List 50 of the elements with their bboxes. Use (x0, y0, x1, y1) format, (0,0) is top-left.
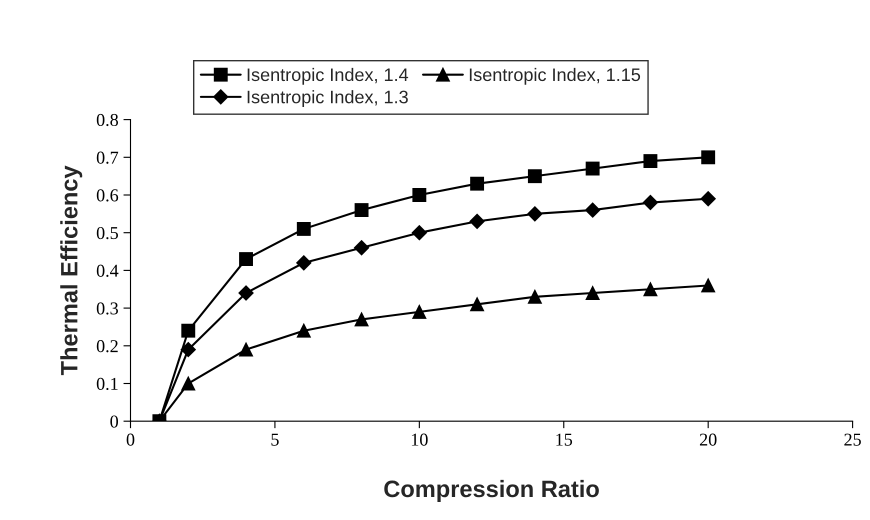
point (470, 297, 484, 312)
y-tick-label: 0.5 (96, 226, 118, 240)
y-tick-label: 0.7 (96, 152, 118, 164)
point (528, 290, 542, 304)
legend-label: Isentropic Index, 1.4 (248, 68, 408, 85)
point (239, 342, 253, 357)
legend-label: Isentropic Index, 1.15 (470, 68, 640, 85)
point (412, 188, 426, 202)
point (642, 194, 658, 210)
y-tick-label: 0 (110, 415, 118, 428)
point (181, 376, 196, 390)
point (528, 169, 542, 184)
x-tick-label: 5 (271, 434, 279, 446)
x-axis-title: Compression Ratio (384, 480, 599, 502)
point (354, 240, 370, 256)
point (700, 191, 716, 206)
point (701, 150, 716, 164)
point (701, 278, 716, 292)
point (412, 304, 426, 319)
y-tick-label: 0.8 (96, 114, 118, 126)
point (296, 324, 311, 338)
y-axis-title: Thermal Efficiency (60, 166, 82, 376)
y-tick-label: 0.4 (96, 264, 118, 277)
point (354, 203, 369, 218)
point (585, 202, 600, 218)
point (470, 214, 485, 229)
point (643, 282, 658, 296)
y-tick-label: 0.6 (96, 189, 118, 202)
x-tick-label: 25 (844, 434, 861, 446)
y-tick-label: 0.3 (96, 302, 118, 315)
point (180, 342, 196, 358)
point (586, 286, 600, 300)
point (239, 252, 253, 266)
y-tick-label: 0.2 (96, 340, 118, 352)
point (296, 255, 312, 270)
point (643, 154, 658, 168)
x-tick-label: 10 (412, 434, 428, 446)
point (296, 222, 311, 236)
legend-label: Isentropic Index, 1.3 (248, 90, 408, 107)
point (181, 324, 196, 338)
point (527, 206, 542, 222)
point (238, 285, 254, 301)
point (470, 176, 484, 191)
point (586, 162, 600, 176)
x-tick-label: 15 (556, 434, 572, 446)
point (354, 312, 369, 326)
point (412, 225, 427, 240)
x-tick-label: 20 (700, 434, 717, 446)
y-tick-label: 0.1 (96, 378, 118, 390)
x-tick-label: 0 (126, 434, 134, 446)
